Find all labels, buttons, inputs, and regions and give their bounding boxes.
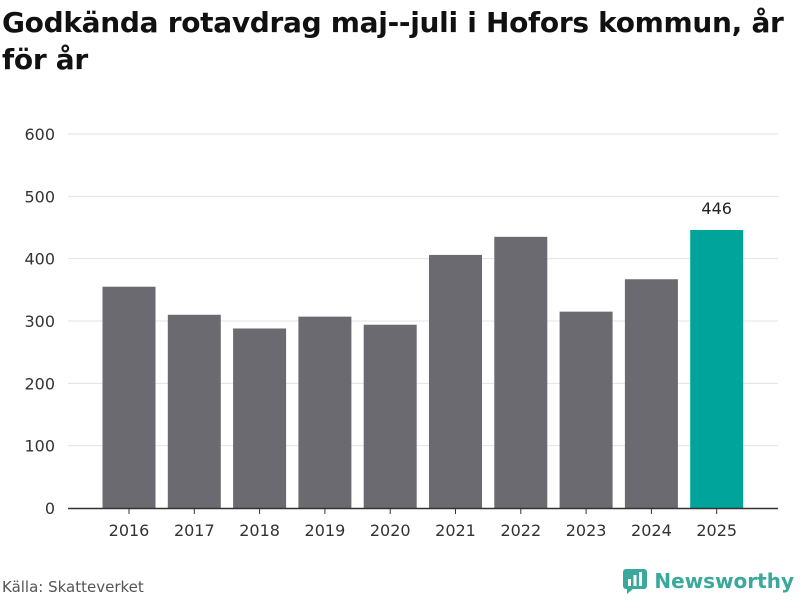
x-tick-label: 2019 (305, 521, 346, 540)
x-tick-label: 2022 (500, 521, 541, 540)
y-tick-label: 400 (24, 250, 55, 269)
bar-2016 (102, 286, 156, 508)
x-tick-label: 2024 (631, 521, 672, 540)
x-tick-label: 2023 (566, 521, 607, 540)
x-tick-label: 2025 (696, 521, 737, 540)
newsworthy-logo-icon (623, 569, 648, 594)
x-tick-label: 2021 (435, 521, 476, 540)
bar-2018 (233, 328, 287, 508)
y-tick-label: 600 (24, 125, 55, 144)
data-label: 446 (701, 199, 732, 218)
brand-logo: Newsworthy (622, 568, 794, 594)
y-axis-ticks: 0 100 200 300 400 500 600 (24, 125, 55, 518)
x-axis-ticks: 2016 2017 2018 2019 2020 2021 2022 2023 2024 2025 (109, 508, 737, 540)
y-tick-label: 100 (24, 437, 55, 456)
x-tick-label: 2017 (174, 521, 215, 540)
bar-2020 (363, 324, 417, 508)
source-note: Källa: Skatteverket (2, 578, 144, 596)
x-tick-label: 2020 (370, 521, 411, 540)
bar-2017 (167, 314, 221, 508)
bar-2024 (624, 279, 678, 508)
bar-2023 (559, 311, 613, 508)
x-tick-label: 2018 (239, 521, 280, 540)
brand-name: Newsworthy (654, 569, 794, 593)
bar-2019 (298, 316, 352, 508)
bars (102, 229, 744, 508)
y-tick-label: 500 (24, 187, 55, 206)
bar-2021 (429, 254, 482, 508)
y-tick-label: 300 (24, 312, 55, 331)
data-labels: 446 (701, 199, 732, 218)
y-tick-label: 200 (24, 374, 55, 393)
bar-2022 (494, 236, 548, 508)
x-tick-label: 2016 (109, 521, 150, 540)
bar-2025 (690, 229, 744, 508)
y-tick-label: 0 (45, 499, 55, 518)
chart-title: Godkända rotavdrag maj--juli i Hofors ko… (2, 6, 784, 76)
